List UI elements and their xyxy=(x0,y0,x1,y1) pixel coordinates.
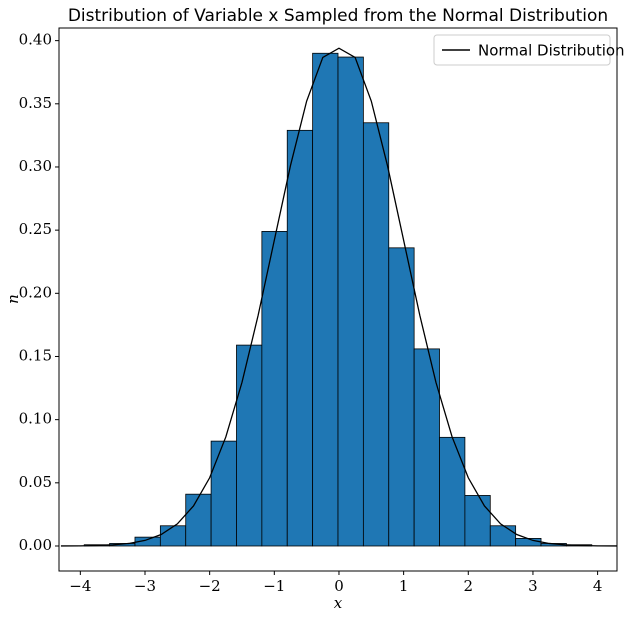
x-tick-label: 2 xyxy=(464,577,474,595)
x-tick-label: 4 xyxy=(593,577,603,595)
y-tick-label: 0.35 xyxy=(19,94,52,112)
plot-frame xyxy=(58,27,618,572)
bar xyxy=(312,52,339,547)
plot-area xyxy=(60,47,617,547)
y-tick-label: 0.15 xyxy=(19,346,52,364)
bar xyxy=(337,56,364,547)
normal-curve xyxy=(60,47,617,547)
bar xyxy=(261,231,288,547)
bar xyxy=(236,344,263,547)
x-tick-label: −1 xyxy=(263,577,285,595)
bar xyxy=(185,493,212,547)
bar xyxy=(413,348,440,547)
chart-title: Distribution of Variable x Sampled from … xyxy=(68,6,608,26)
x-tick-label: −2 xyxy=(199,577,221,595)
x-tick-label: −4 xyxy=(69,577,91,595)
y-tick-label: 0.30 xyxy=(19,157,52,175)
bar xyxy=(439,436,466,547)
x-tick-label: 3 xyxy=(528,577,538,595)
y-tick-label: 0.05 xyxy=(19,473,52,491)
bar xyxy=(464,495,491,547)
bar xyxy=(388,247,415,547)
x-axis-label: x xyxy=(334,594,343,612)
bar xyxy=(362,122,390,547)
y-tick-label: 0.00 xyxy=(19,536,52,554)
y-tick-label: 0.10 xyxy=(19,410,52,428)
legend-label: Normal Distribution xyxy=(478,42,625,60)
bar xyxy=(286,129,314,547)
y-tick-label: 0.40 xyxy=(19,31,52,49)
x-tick-label: −3 xyxy=(134,577,156,595)
y-axis-label: n xyxy=(4,294,22,304)
bar xyxy=(489,525,517,547)
y-tick-label: 0.25 xyxy=(19,220,52,238)
x-tick-label: 1 xyxy=(399,577,409,595)
bar xyxy=(210,440,237,547)
bar xyxy=(159,525,187,547)
y-tick-label: 0.20 xyxy=(19,283,52,301)
legend-box xyxy=(433,34,611,66)
x-tick-label: 0 xyxy=(334,577,344,595)
bar xyxy=(515,538,542,547)
